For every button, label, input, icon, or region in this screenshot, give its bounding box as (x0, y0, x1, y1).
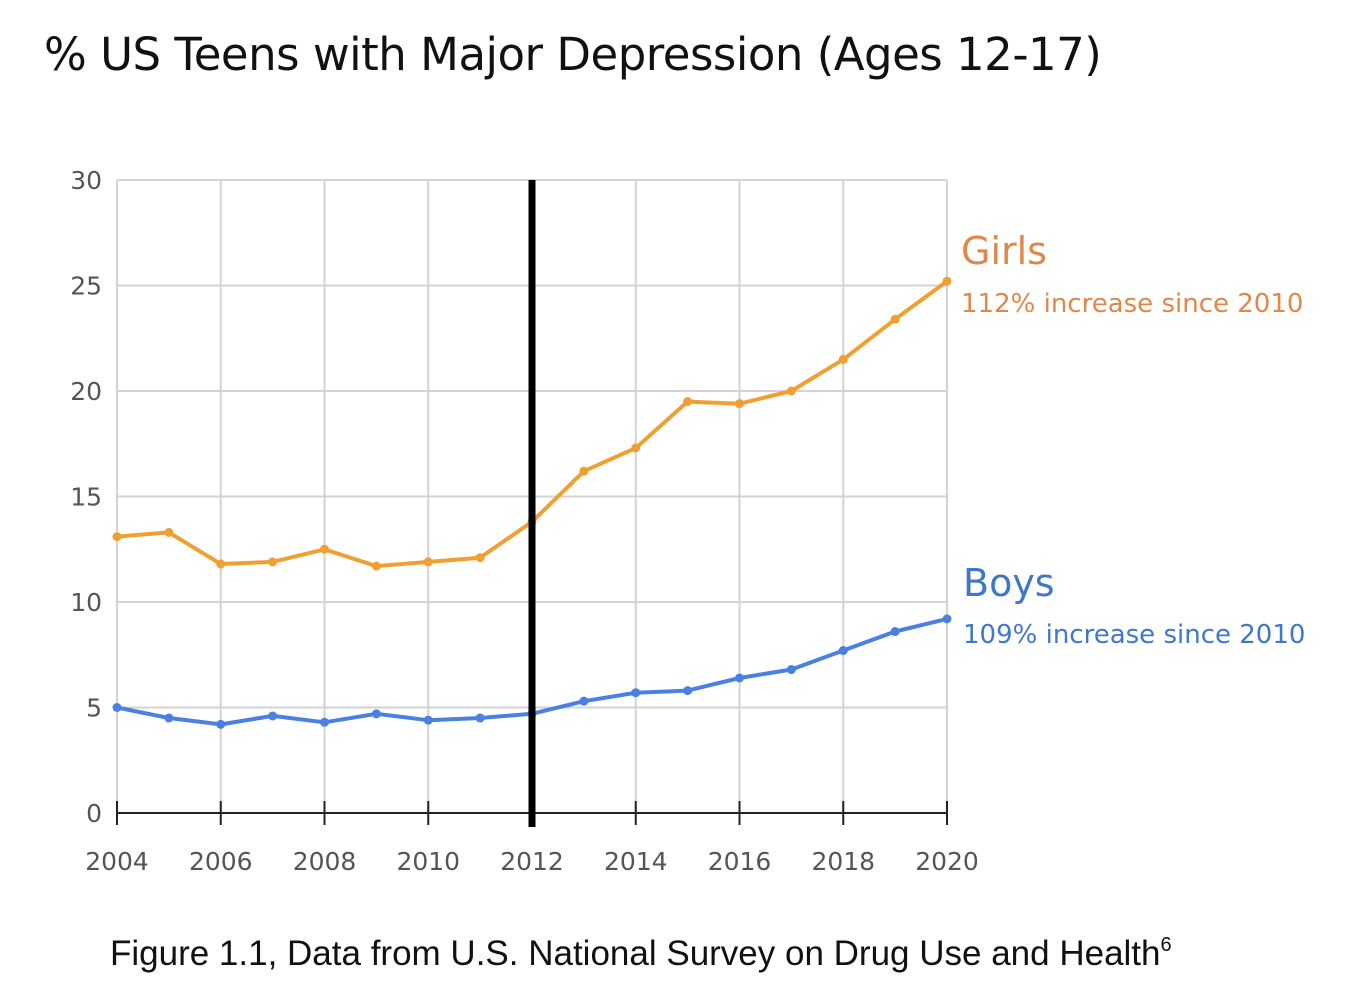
data-point-girls (631, 443, 641, 453)
data-point-boys (423, 715, 433, 725)
data-point-boys (216, 719, 226, 729)
y-tick-label: 25 (70, 272, 102, 301)
data-point-girls (423, 557, 433, 567)
caption-text: Figure 1.1, Data from U.S. National Surv… (110, 934, 1161, 973)
series-annotation-girls: 112% increase since 2010 (961, 289, 1303, 319)
data-point-boys (475, 713, 485, 723)
chart-title: % US Teens with Major Depression (Ages 1… (44, 28, 1102, 81)
data-point-girls (320, 544, 329, 554)
data-point-boys (320, 717, 329, 727)
data-point-girls (890, 314, 900, 324)
series-labels: Girls 112% increase since 2010 Boys 109%… (961, 229, 1305, 650)
data-point-girls (164, 527, 174, 537)
data-point-boys (268, 711, 278, 721)
data-point-boys (371, 709, 381, 719)
data-point-boys (838, 646, 848, 656)
data-point-boys (786, 665, 796, 675)
x-tick-label: 2006 (189, 847, 253, 876)
caption-footnote: 6 (1160, 934, 1172, 956)
x-tick-label: 2016 (708, 847, 772, 876)
y-tick-label: 10 (70, 588, 102, 617)
y-tick-label: 5 (86, 694, 102, 723)
x-tick-label: 2010 (396, 847, 460, 876)
x-tick-label: 2012 (500, 847, 564, 876)
series-label-girls: Girls (961, 229, 1047, 273)
x-tick-label: 2020 (915, 847, 979, 876)
data-point-boys (683, 686, 693, 696)
x-tick-label: 2014 (604, 847, 668, 876)
data-point-girls (838, 354, 848, 364)
data-point-boys (890, 627, 900, 637)
data-point-boys (112, 703, 122, 712)
data-point-boys (735, 673, 744, 683)
series-label-boys: Boys (963, 561, 1055, 605)
data-point-girls (683, 397, 693, 407)
figure-caption: Figure 1.1, Data from U.S. National Surv… (110, 934, 1172, 974)
y-axis-tick-labels: 0 5 10 15 20 25 30 (70, 166, 102, 828)
y-tick-label: 0 (86, 799, 102, 828)
x-tick-label: 2008 (293, 847, 357, 876)
data-point-girls (735, 399, 744, 409)
data-point-girls (942, 276, 952, 286)
data-point-boys (631, 688, 641, 698)
data-point-boys (942, 614, 952, 624)
y-tick-label: 15 (70, 483, 102, 512)
series-annotation-boys: 109% increase since 2010 (963, 620, 1305, 650)
data-point-girls (371, 561, 381, 571)
data-point-girls (786, 386, 796, 396)
data-point-boys (164, 713, 174, 723)
x-tick-label: 2018 (811, 847, 875, 876)
y-tick-label: 30 (70, 166, 102, 195)
x-axis-tick-labels: 2004 2006 2008 2010 2012 2014 2016 2018 2020 (85, 847, 979, 876)
data-point-girls (268, 557, 278, 567)
data-point-girls (475, 553, 485, 563)
data-point-girls (216, 559, 226, 569)
data-point-boys (579, 696, 589, 706)
data-point-girls (579, 466, 589, 476)
x-tick-label: 2004 (85, 847, 149, 876)
y-tick-label: 20 (70, 377, 102, 406)
data-point-girls (112, 532, 122, 542)
